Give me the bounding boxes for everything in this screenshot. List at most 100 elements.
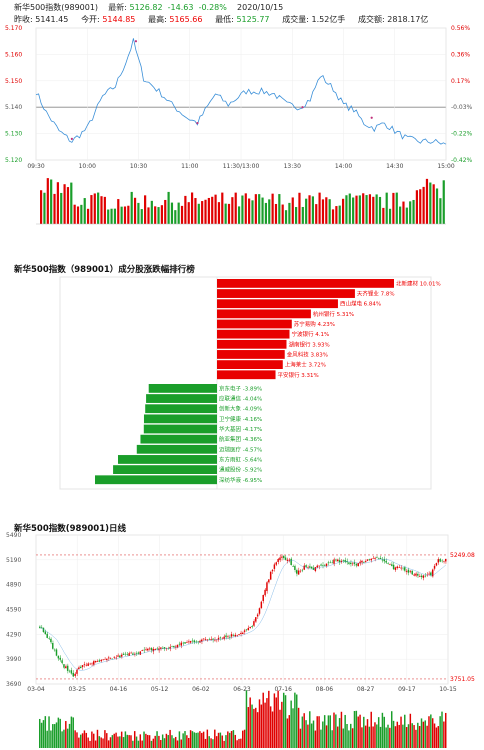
volume-bar bbox=[189, 730, 192, 748]
candle-body bbox=[180, 642, 183, 646]
candle-body bbox=[122, 653, 125, 655]
volume-bar bbox=[266, 698, 268, 748]
volume-bar bbox=[191, 731, 194, 748]
volume-bar bbox=[83, 730, 86, 748]
volume-bar bbox=[355, 195, 358, 224]
volume-bar bbox=[331, 209, 335, 224]
candle-body bbox=[240, 632, 242, 635]
volume-bar bbox=[378, 196, 382, 224]
candle-body bbox=[245, 629, 248, 631]
candle-body bbox=[389, 564, 391, 565]
volume-bar bbox=[156, 731, 158, 748]
y-pct-label: 0.56% bbox=[451, 25, 470, 32]
candle-body bbox=[310, 566, 313, 569]
candle-body bbox=[264, 589, 266, 596]
volume-bar bbox=[366, 719, 369, 748]
volume-bar bbox=[407, 724, 410, 748]
candle-body bbox=[208, 639, 210, 641]
loser-label: 应联通信 -4.04% bbox=[219, 395, 262, 403]
candle-body bbox=[433, 565, 436, 569]
volume-bar bbox=[411, 723, 413, 748]
candle-body bbox=[210, 639, 212, 641]
candle-body bbox=[171, 645, 173, 647]
candle-body bbox=[420, 575, 423, 578]
volume-bar bbox=[422, 186, 425, 224]
trade-mark bbox=[301, 106, 304, 109]
candle-body bbox=[81, 665, 84, 668]
gainer-label: 北新建材 10.01% bbox=[396, 279, 441, 287]
candle-body bbox=[174, 646, 177, 648]
max-value-label: 5249.08 bbox=[450, 552, 475, 559]
x-tick-label: 05-12 bbox=[151, 686, 169, 693]
loser-bar bbox=[145, 404, 217, 414]
volume-bar bbox=[248, 198, 251, 224]
loser-label: 京东电子 -3.89% bbox=[219, 384, 262, 392]
candle-body bbox=[428, 573, 430, 575]
volume-bar bbox=[355, 710, 358, 748]
volume-bar bbox=[53, 724, 56, 748]
candle-body bbox=[396, 566, 399, 569]
candle-body bbox=[165, 647, 168, 649]
volume-bar bbox=[388, 208, 392, 224]
ranking-chart[interactable]: 北新建材 10.01%天齐锂业 7.8% 西山煤电 6.84% 杭州银行 5.31%… bbox=[0, 275, 484, 495]
volume-bar bbox=[362, 193, 365, 224]
candle-body bbox=[93, 661, 95, 665]
gainer-bar bbox=[217, 370, 276, 380]
x-tick-label: 06-02 bbox=[192, 686, 210, 693]
volume-bar bbox=[274, 203, 278, 224]
candle-body bbox=[53, 649, 56, 651]
candle-body bbox=[206, 639, 209, 641]
candle-body bbox=[422, 575, 425, 578]
volume-bar bbox=[143, 731, 145, 748]
intraday-chart[interactable]: 5.170 5.160 5.150 5.140 5.130 5.120 0.56% 0.36… bbox=[0, 22, 484, 227]
volume-bar bbox=[208, 736, 210, 748]
volume-bar bbox=[73, 204, 76, 224]
candle-body bbox=[83, 664, 86, 665]
volume-bar bbox=[335, 714, 337, 748]
candle-body bbox=[79, 666, 82, 669]
x-tick-label: 08-06 bbox=[316, 686, 334, 693]
volume-bar bbox=[59, 718, 61, 748]
volume-bar bbox=[244, 193, 247, 224]
volume-bar bbox=[201, 201, 204, 224]
candle-body bbox=[273, 564, 276, 569]
candle-body bbox=[184, 642, 186, 644]
candle-body bbox=[195, 641, 197, 643]
volume-bar bbox=[255, 707, 257, 748]
candle-body bbox=[212, 638, 214, 640]
volume-bar bbox=[50, 179, 53, 224]
volume-bar bbox=[374, 722, 376, 748]
candle-body bbox=[169, 646, 171, 649]
candle-body bbox=[50, 638, 52, 643]
volume-bar bbox=[291, 197, 294, 224]
y-tick-label: 5.120 bbox=[5, 157, 22, 164]
candle-body bbox=[154, 649, 156, 651]
x-tick-label: 14:30 bbox=[386, 163, 403, 170]
volume-bar bbox=[46, 730, 48, 748]
volume-bar bbox=[445, 712, 447, 748]
volume-bar bbox=[435, 188, 439, 224]
change-pct: -0.28% bbox=[198, 3, 227, 12]
volume-bar bbox=[132, 740, 134, 748]
candle-body bbox=[76, 669, 78, 674]
candle-body bbox=[70, 670, 73, 674]
candle-body bbox=[139, 651, 142, 655]
volume-bar bbox=[78, 737, 80, 748]
volume-bar bbox=[66, 187, 70, 224]
candle-body bbox=[342, 560, 345, 561]
min-value-label: 3751.05 bbox=[450, 676, 475, 683]
volume-bar bbox=[137, 740, 140, 748]
volume-bar bbox=[399, 206, 402, 224]
volume-bar bbox=[165, 733, 168, 748]
intraday-trade-marks bbox=[70, 40, 373, 140]
volume-bar bbox=[180, 205, 184, 224]
volume-bar bbox=[271, 711, 274, 748]
volume-bar bbox=[284, 210, 288, 224]
volume-bar bbox=[214, 194, 217, 224]
y-pct-label: -0.22% bbox=[451, 131, 473, 138]
volume-bar bbox=[72, 717, 74, 748]
candle-body bbox=[104, 659, 106, 660]
volume-bar bbox=[173, 738, 175, 748]
volume-bar bbox=[419, 189, 422, 224]
